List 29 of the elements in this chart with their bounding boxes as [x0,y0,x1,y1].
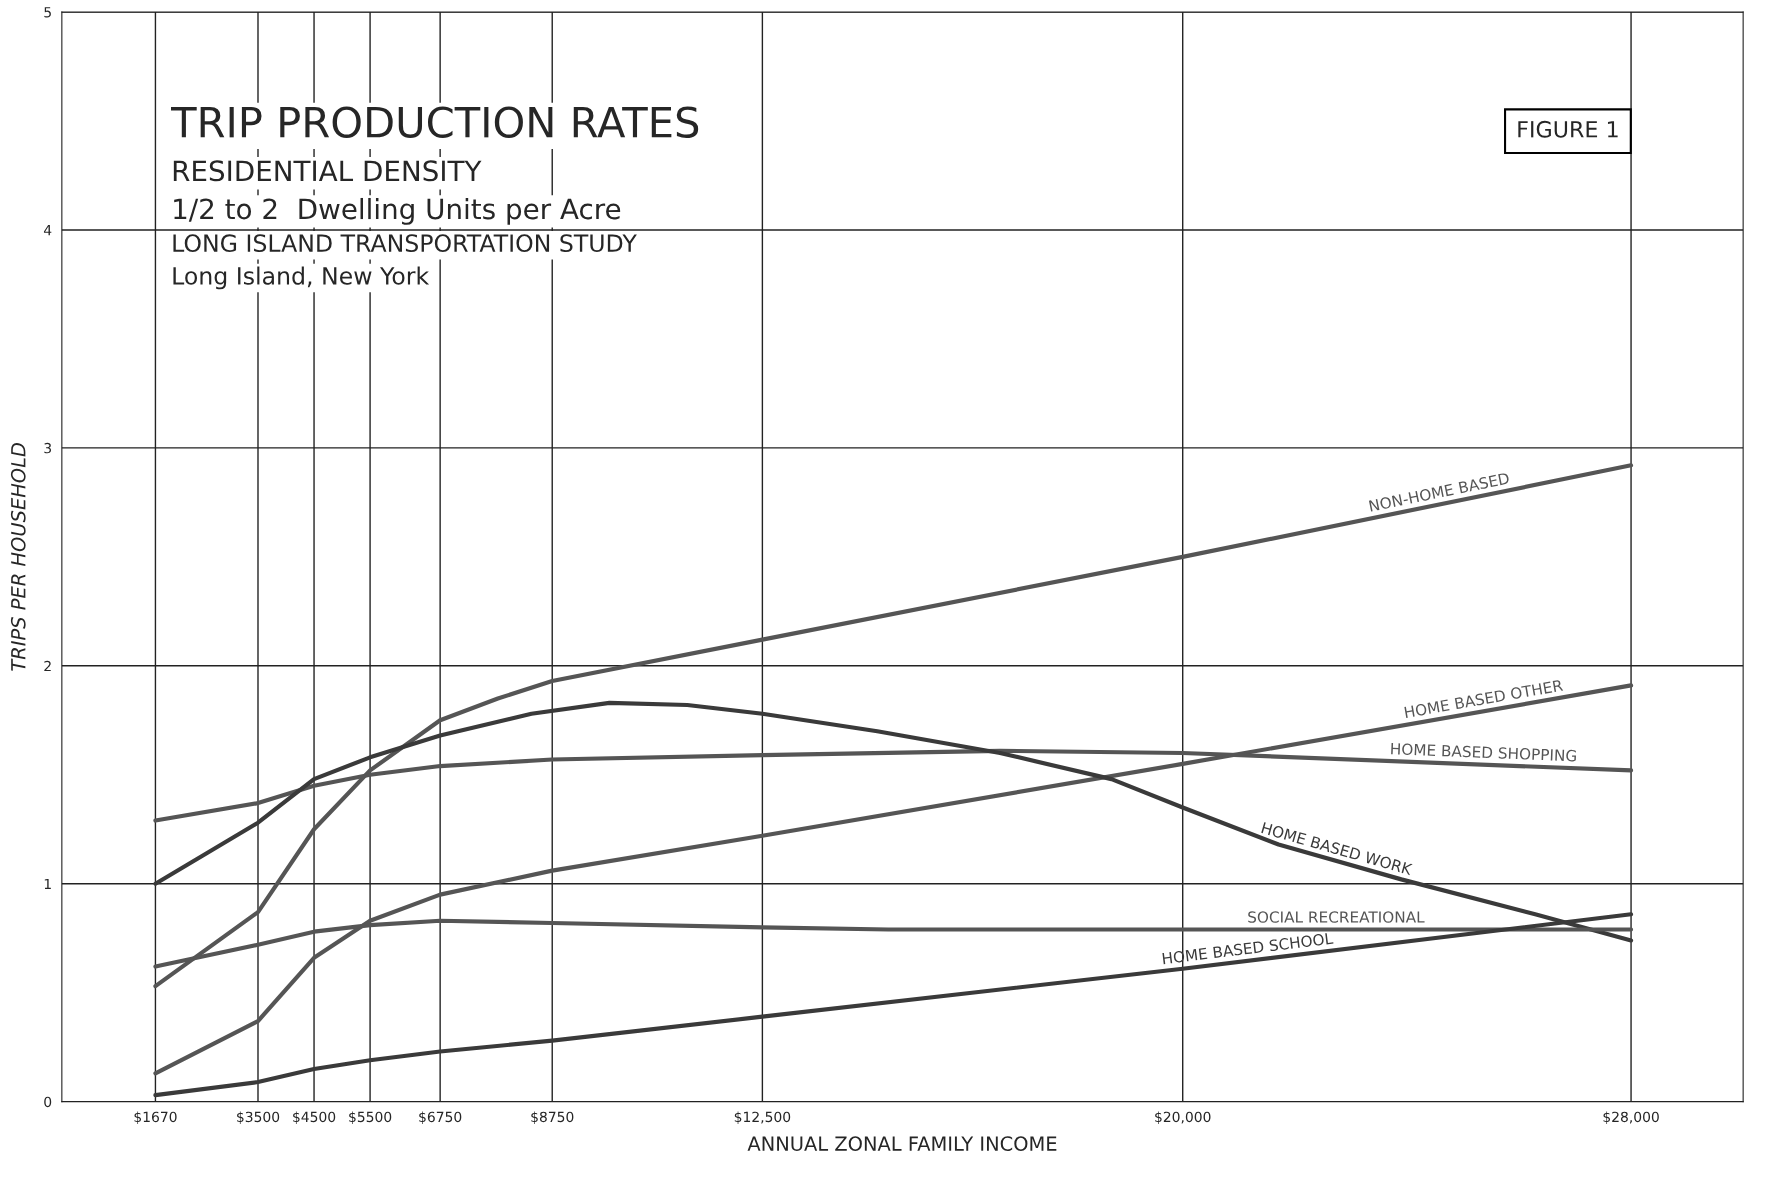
text: TRIP PRODUCTION RATES [171,106,699,138]
text: HOME BASED WORK [1261,821,1414,876]
annotation: LONG ISLAND TRANSPORTATION STUDY [173,234,637,253]
x-tick-label: $1670 [134,1111,177,1124]
series-label: SOCIAL RECREATIONAL [1248,911,1425,923]
series-label: HOME BASED SHOPPING [1391,742,1577,762]
x-tick-label: $4500 [293,1111,336,1124]
y-tick-label: 5 [44,7,51,18]
x-tick-label: $12,500 [734,1111,791,1124]
text: RESIDENTIAL DENSITY [173,160,482,182]
x-tick-label: $28,000 [1603,1111,1659,1124]
y-axis-title: TRIPS PER HOUSEHOLD [10,442,26,671]
y-tick-label: 4 [43,225,52,236]
annotation: Long Island, New York [173,266,430,290]
x-axis-title: ANNUAL ZONAL FAMILY INCOME [747,1136,1057,1151]
x-tick-label: $3500 [237,1111,280,1124]
x-tick-label: $5500 [349,1111,392,1124]
text: HOME BASED OTHER [1404,679,1564,719]
line-series [153,463,1634,989]
text: HOME BASED SCHOOL [1162,932,1334,965]
annotation: 1/2 to 2 Dwelling Units per Acre [174,197,621,225]
y-tick-label: 2 [44,660,51,672]
annotation: FIGURE 1 [1518,120,1618,138]
x-tick-label: $6750 [419,1111,462,1124]
y-tick-label: 1 [44,878,51,890]
y-tick-label: 3 [44,442,52,454]
x-tick-label: $20,000 [1155,1111,1211,1124]
y-tick-label: 0 [44,1096,52,1108]
x-tick-label: $8750 [531,1111,574,1124]
